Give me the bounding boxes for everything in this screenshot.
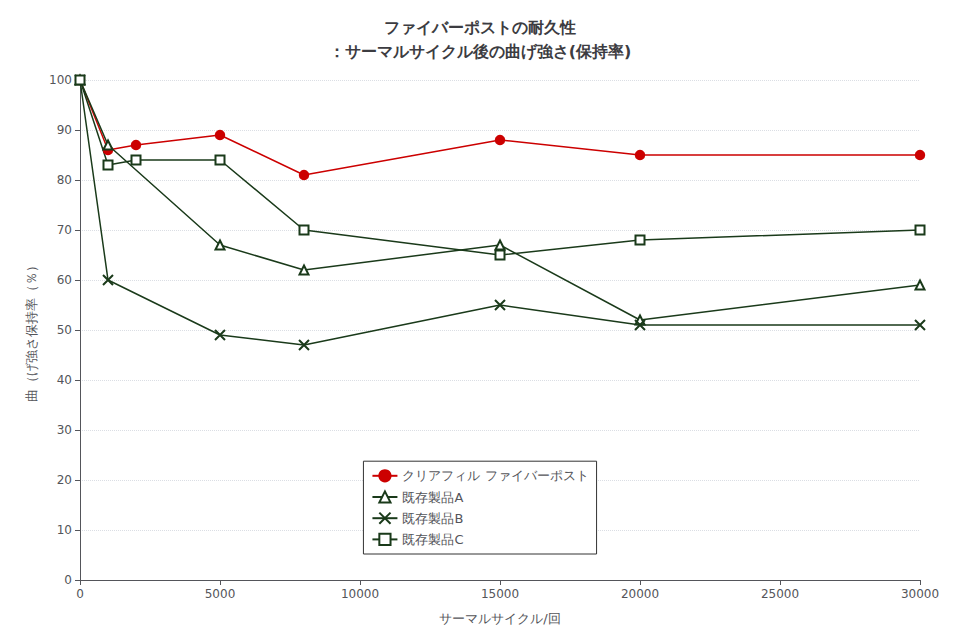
svg-text:70: 70: [57, 223, 72, 237]
svg-text:既存製品C: 既存製品C: [402, 532, 463, 547]
svg-text:30000: 30000: [901, 587, 939, 601]
svg-text:20000: 20000: [621, 587, 659, 601]
svg-text:既存製品B: 既存製品B: [402, 511, 463, 526]
svg-text:：サーマルサイクル後の曲げ強さ(保持率): ：サーマルサイクル後の曲げ強さ(保持率): [329, 42, 632, 61]
svg-text:50: 50: [57, 323, 72, 337]
svg-text:0: 0: [64, 573, 72, 587]
svg-text:10: 10: [57, 523, 72, 537]
svg-text:60: 60: [57, 273, 72, 287]
svg-text:曲（げ強さ保持率（％）: 曲（げ強さ保持率（％）: [24, 259, 39, 402]
svg-text:40: 40: [57, 373, 72, 387]
svg-text:25000: 25000: [761, 587, 799, 601]
svg-text:サーマルサイクル/回: サーマルサイクル/回: [439, 611, 560, 626]
svg-text:30: 30: [57, 423, 72, 437]
svg-text:10000: 10000: [341, 587, 379, 601]
svg-text:クリアフィル ファイバーポスト: クリアフィル ファイバーポスト: [402, 468, 588, 483]
svg-text:既存製品A: 既存製品A: [402, 490, 463, 505]
svg-text:ファイバーポストの耐久性: ファイバーポストの耐久性: [384, 18, 576, 37]
svg-text:90: 90: [57, 123, 72, 137]
svg-text:15000: 15000: [481, 587, 519, 601]
svg-text:0: 0: [76, 587, 84, 601]
svg-text:20: 20: [57, 473, 72, 487]
svg-text:100: 100: [49, 73, 72, 87]
svg-text:80: 80: [57, 173, 72, 187]
svg-text:5000: 5000: [205, 587, 236, 601]
